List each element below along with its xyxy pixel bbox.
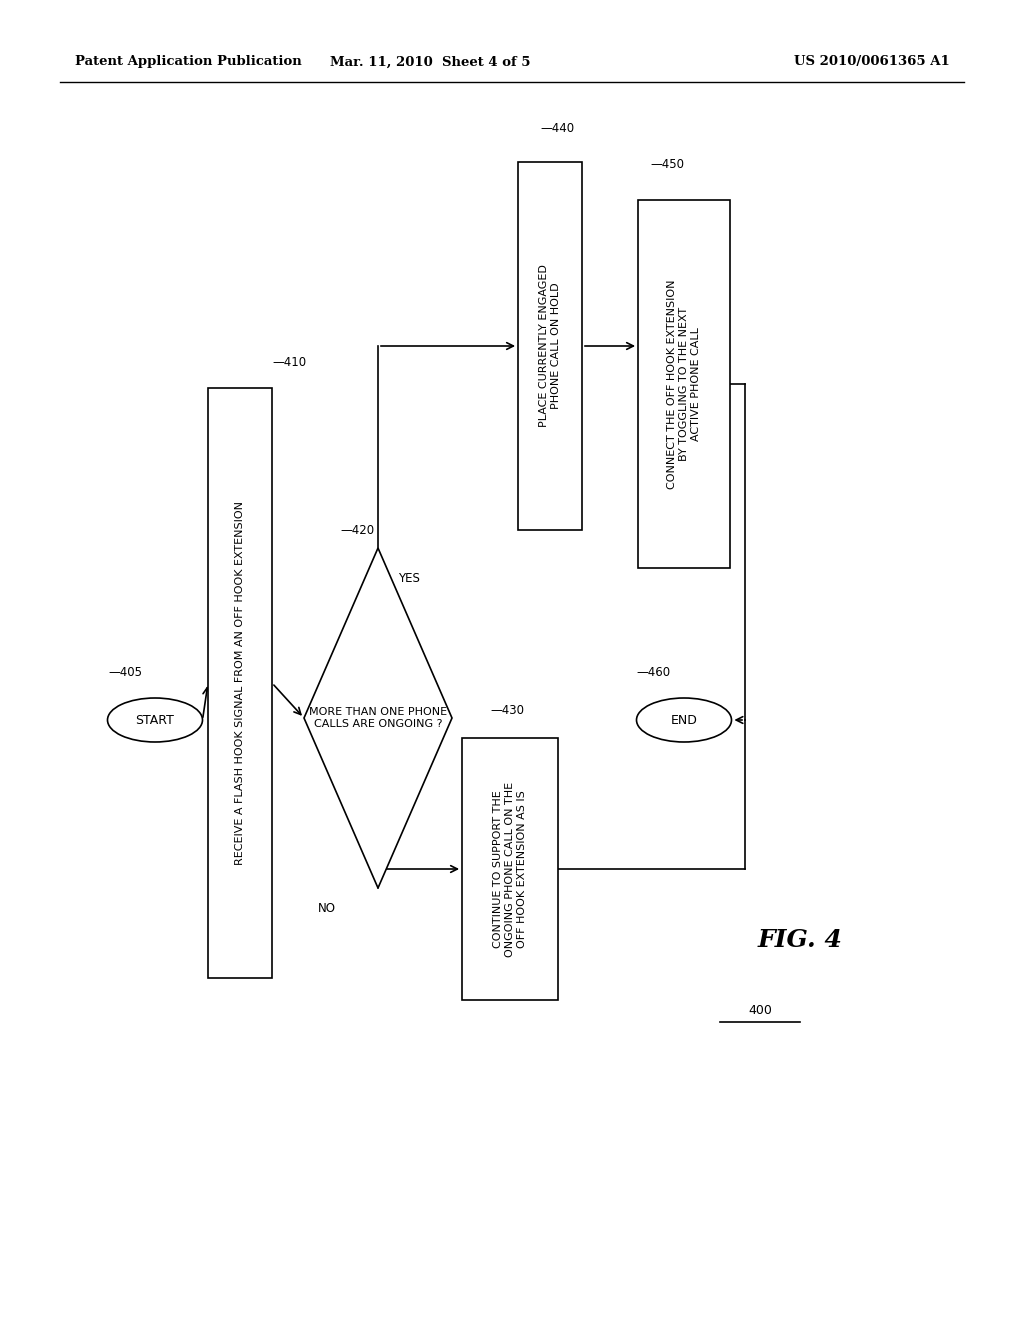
Text: CONTINUE TO SUPPORT THE
ONGOING PHONE CALL ON THE
OFF HOOK EXTENSION AS IS: CONTINUE TO SUPPORT THE ONGOING PHONE CA… [494, 781, 526, 957]
Text: —440: —440 [540, 121, 574, 135]
Text: CONNECT THE OFF HOOK EXTENSION
BY TOGGLING TO THE NEXT
ACTIVE PHONE CALL: CONNECT THE OFF HOOK EXTENSION BY TOGGLI… [668, 280, 700, 488]
Ellipse shape [637, 698, 731, 742]
Text: US 2010/0061365 A1: US 2010/0061365 A1 [795, 55, 950, 69]
Bar [208, 388, 272, 978]
Text: —410: —410 [272, 355, 306, 368]
Text: FIG. 4: FIG. 4 [758, 928, 843, 952]
Text: 400: 400 [749, 1003, 772, 1016]
Bar [638, 201, 730, 568]
Bar [462, 738, 558, 1001]
Text: —450: —450 [650, 158, 684, 172]
Text: —405: —405 [108, 665, 142, 678]
Bar [518, 162, 582, 531]
Text: —430: —430 [490, 704, 524, 717]
Ellipse shape [108, 698, 203, 742]
Polygon shape [304, 548, 452, 888]
Text: Mar. 11, 2010  Sheet 4 of 5: Mar. 11, 2010 Sheet 4 of 5 [330, 55, 530, 69]
Text: MORE THAN ONE PHONE
CALLS ARE ONGOING ?: MORE THAN ONE PHONE CALLS ARE ONGOING ? [309, 708, 447, 729]
Text: —420: —420 [340, 524, 374, 536]
Text: NO: NO [318, 902, 336, 915]
Text: YES: YES [398, 572, 420, 585]
Text: PLACE CURRENTLY ENGAGED
PHONE CALL ON HOLD: PLACE CURRENTLY ENGAGED PHONE CALL ON HO… [540, 264, 561, 428]
Text: Patent Application Publication: Patent Application Publication [75, 55, 302, 69]
Text: START: START [135, 714, 174, 726]
Text: —460: —460 [636, 665, 670, 678]
Text: END: END [671, 714, 697, 726]
Text: RECEIVE A FLASH HOOK SIGNAL FROM AN OFF HOOK EXTENSION: RECEIVE A FLASH HOOK SIGNAL FROM AN OFF … [234, 502, 245, 865]
